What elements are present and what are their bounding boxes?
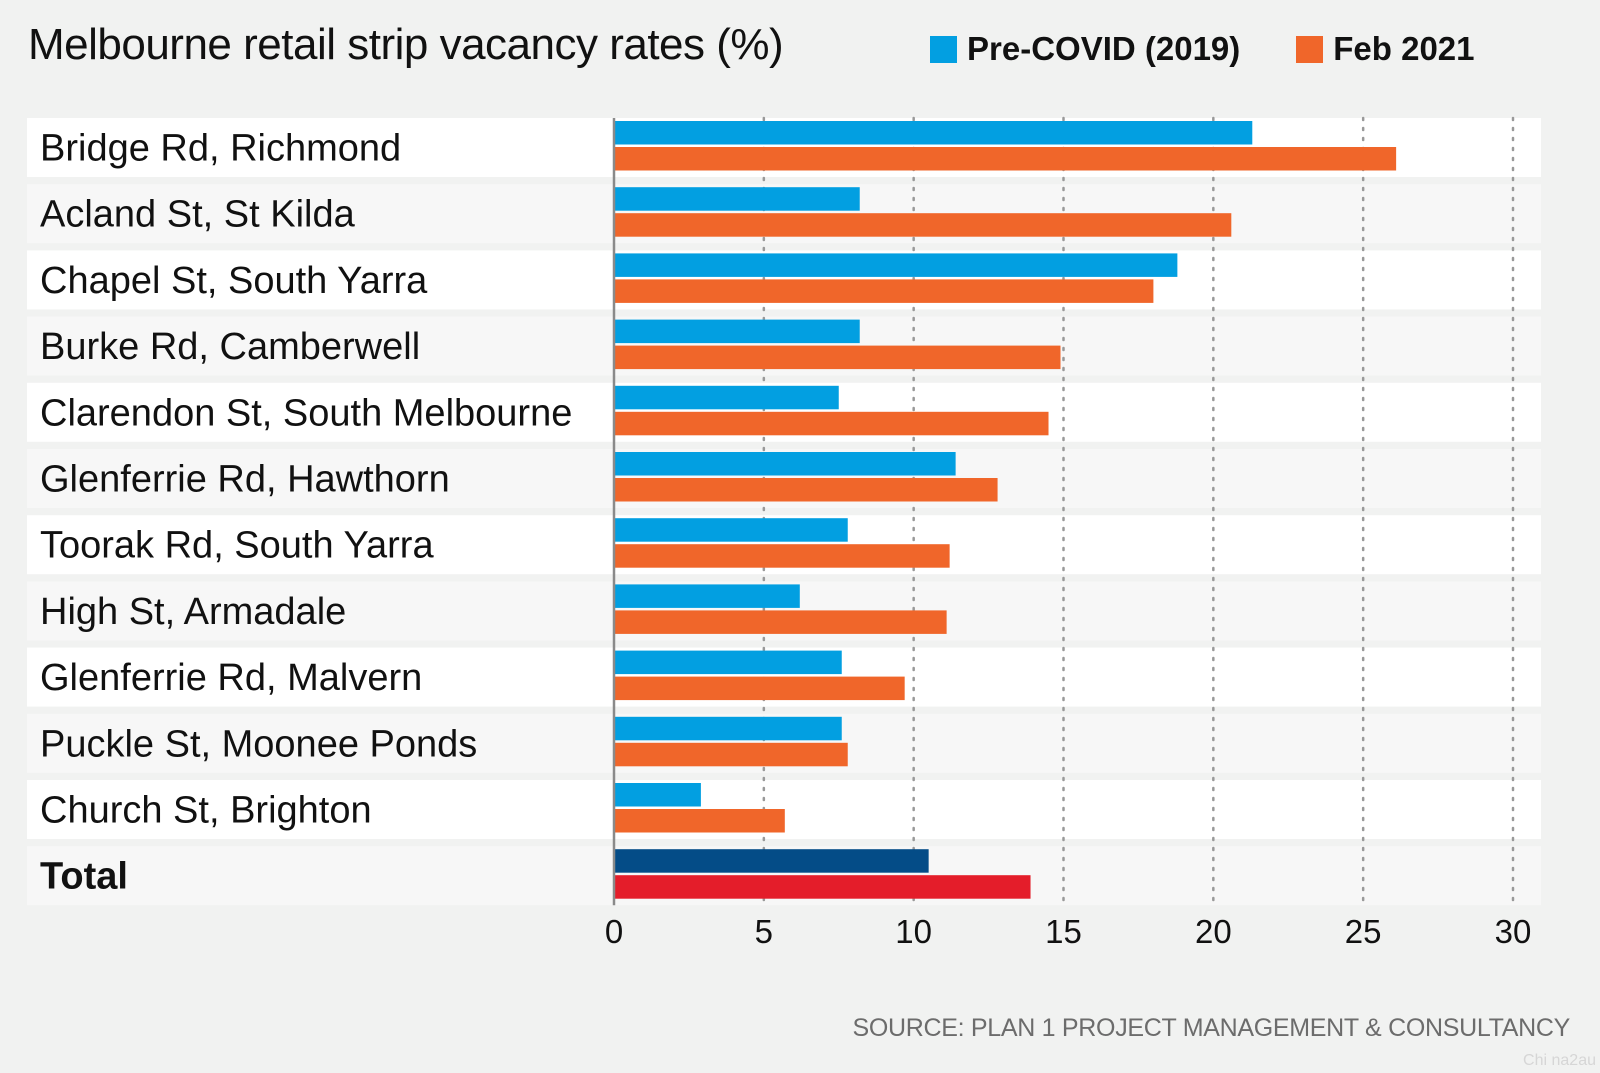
bar-puckle-st-moonee-ponds-pre-covid <box>614 716 842 741</box>
category-label-chapel-st-south-yarra: Chapel St, South Yarra <box>40 260 428 302</box>
category-label-clarendon-st-south-melbourne: Clarendon St, South Melbourne <box>40 392 572 434</box>
bar-acland-st-st-kilda-pre-covid <box>614 187 860 211</box>
legend-label-pre-covid: Pre-COVID (2019) <box>967 30 1241 67</box>
bar-glenferrie-rd-malvern-pre-covid <box>614 650 842 675</box>
bar-toorak-rd-south-yarra-feb-2021 <box>614 544 950 568</box>
bar-clarendon-st-south-melbourne-pre-covid <box>614 385 839 410</box>
bar-puckle-st-moonee-ponds-feb-2021 <box>614 742 848 767</box>
x-tick-label-20: 20 <box>1195 913 1232 950</box>
bar-glenferrie-rd-hawthorn-feb-2021 <box>614 478 998 502</box>
watermark: Chi na2au <box>1523 1052 1596 1069</box>
bar-chart: Bridge Rd, Richmond Acland St, St Kilda Ch… <box>27 116 1541 950</box>
bar-total-pre-covid <box>614 849 929 873</box>
x-tick-label-0: 0 <box>605 913 623 950</box>
bar-church-st-brighton-feb-2021 <box>614 809 785 833</box>
bar-toorak-rd-south-yarra-pre-covid <box>614 518 848 542</box>
category-label-glenferrie-rd-hawthorn: Glenferrie Rd, Hawthorn <box>40 459 450 501</box>
x-tick-label-10: 10 <box>895 913 932 950</box>
bar-high-st-armadale-feb-2021 <box>614 610 947 634</box>
bar-bridge-rd-richmond-pre-covid <box>614 121 1253 145</box>
bar-chapel-st-south-yarra-pre-covid <box>614 253 1178 277</box>
bar-total-feb-2021 <box>614 875 1031 899</box>
category-label-total: Total <box>40 856 128 898</box>
legend-label-feb-2021: Feb 2021 <box>1333 30 1475 67</box>
x-tick-label-25: 25 <box>1345 913 1382 950</box>
bar-burke-rd-camberwell-feb-2021 <box>614 345 1061 370</box>
x-tick-label-30: 30 <box>1495 913 1532 950</box>
bar-chapel-st-south-yarra-feb-2021 <box>614 279 1154 303</box>
legend-swatch-pre-covid <box>930 35 957 63</box>
x-tick-label-5: 5 <box>755 913 773 950</box>
source-note: SOURCE: PLAN 1 PROJECT MANAGEMENT & CONS… <box>852 1014 1570 1042</box>
x-tick-label-15: 15 <box>1045 913 1082 950</box>
bar-glenferrie-rd-malvern-feb-2021 <box>614 676 905 701</box>
bar-glenferrie-rd-hawthorn-pre-covid <box>614 452 956 476</box>
category-label-toorak-rd-south-yarra: Toorak Rd, South Yarra <box>40 525 434 567</box>
category-label-burke-rd-camberwell: Burke Rd, Camberwell <box>40 326 420 368</box>
category-label-high-st-armadale: High St, Armadale <box>40 591 346 633</box>
legend-item-pre-covid: Pre-COVID (2019) <box>930 30 1240 68</box>
category-label-puckle-st-moonee-ponds: Puckle St, Moonee Ponds <box>40 723 477 765</box>
legend-swatch-feb-2021 <box>1296 35 1324 63</box>
bar-church-st-brighton-pre-covid <box>614 783 701 807</box>
chart-title: Melbourne retail strip vacancy rates (%) <box>28 20 784 69</box>
bar-high-st-armadale-pre-covid <box>614 584 800 608</box>
bar-acland-st-st-kilda-feb-2021 <box>614 213 1232 237</box>
category-label-glenferrie-rd-malvern: Glenferrie Rd, Malvern <box>40 657 422 699</box>
category-label-bridge-rd-richmond: Bridge Rd, Richmond <box>40 128 401 170</box>
bar-burke-rd-camberwell-pre-covid <box>614 319 860 344</box>
category-label-church-st-brighton: Church St, Brighton <box>40 790 372 832</box>
category-label-acland-st-st-kilda: Acland St, St Kilda <box>40 194 356 236</box>
legend-item-feb-2021: Feb 2021 <box>1296 30 1475 68</box>
bar-clarendon-st-south-melbourne-feb-2021 <box>614 411 1049 436</box>
bar-bridge-rd-richmond-feb-2021 <box>614 147 1397 171</box>
legend: Pre-COVID (2019) Feb 2021 <box>930 30 1475 68</box>
